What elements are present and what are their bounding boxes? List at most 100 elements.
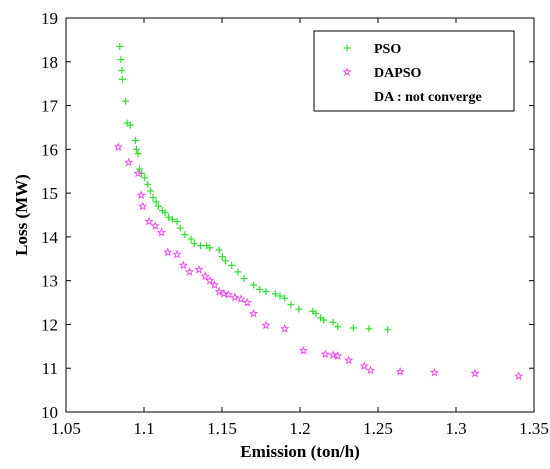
legend-label-pso: PSO [374,42,401,57]
pso-point [281,294,289,302]
pso-point [154,202,162,210]
dapso-point [172,249,182,259]
x-axis-title: Emission (ton/h) [240,442,360,461]
dapso-point [359,361,369,371]
pso-point [116,42,124,50]
legend-pso-symbol [343,44,351,52]
dapso-point [365,365,376,375]
pso-point [152,198,160,206]
dapso-point [429,367,440,377]
dapso-point [205,275,215,285]
pso-point [384,326,392,334]
pso-point [118,75,126,83]
pso-point [312,310,320,317]
dapso-point [133,168,143,178]
x-tick-label: 1.15 [207,419,237,438]
dapso-point [248,308,259,318]
dapso-point [156,227,167,237]
pso-point [147,187,155,195]
dapso-point [163,247,173,257]
dapso-point [236,294,246,304]
y-tick-label: 13 [41,272,58,291]
x-axis-ticks: 1.05 1.1 1.15 1.2 1.25 1.3 1.35 [51,18,549,438]
pso-point [138,169,146,177]
pso-point [173,218,181,226]
y-axis-title: Loss (MW) [12,174,31,256]
pso-point [131,137,139,145]
dapso-point [320,349,330,359]
pso-point [228,261,236,269]
pso-point [218,253,226,261]
dapso-point [514,371,524,381]
pso-point [334,323,342,331]
dapso-point [214,286,224,296]
pso-point [240,274,248,282]
dapso-point [184,267,195,276]
y-tick-label: 19 [41,9,58,28]
dapso-point [136,190,146,200]
dapso-point [261,320,271,330]
legend-marker-pso [343,44,351,52]
pso-point [117,56,125,64]
y-tick-label: 17 [41,97,59,116]
x-tick-label: 1.2 [289,419,310,438]
dapso-point [124,157,134,167]
dapso-point [113,142,123,152]
dapso-point [209,280,220,290]
pso-point [262,288,270,296]
pso-point [349,324,357,332]
dapso-point [219,288,229,298]
pso-point [295,305,303,313]
pso-point [176,224,184,232]
pso-point [118,67,126,75]
dapso-point [242,297,252,307]
pso-point [196,242,204,250]
dapso-point [230,292,240,302]
pso-point [126,121,134,129]
pso-point [365,325,373,333]
y-tick-label: 14 [41,228,59,247]
legend-box [313,30,515,112]
pso-point [141,174,149,182]
x-tick-label: 1.3 [445,419,466,438]
pso-point [256,285,264,293]
series-dapso [113,142,524,381]
dapso-point [200,271,210,281]
pso-point [276,292,284,300]
dapso-point [344,355,354,365]
x-tick-label: 1.25 [363,419,393,438]
dapso-point [223,289,234,299]
y-axis-ticks: 10 11 12 13 14 15 16 17 18 19 [41,9,534,422]
y-tick-label: 16 [41,140,58,159]
x-tick-label: 1.1 [133,419,154,438]
dapso-point [150,221,160,230]
pso-point [320,316,328,324]
dapso-point [178,260,188,270]
pso-point [136,165,144,173]
pso-point [215,246,223,254]
x-tick-label: 1.35 [519,419,549,438]
y-tick-label: 10 [41,403,58,422]
pso-point [144,180,152,188]
dapso-point [470,368,480,378]
pso-point [187,235,195,243]
pso-point [234,268,242,276]
dapso-point [328,350,338,360]
series-layer [113,42,524,381]
pso-point [149,193,157,201]
pso-point [190,239,198,247]
pso-point [206,244,214,252]
y-tick-label: 12 [41,315,58,334]
dapso-point [144,216,154,226]
pso-point [250,281,258,289]
legend-label-dapso: DAPSO [374,66,422,81]
pso-point [133,145,141,153]
legend-marker-dapso [342,67,352,76]
pso-point [287,301,295,309]
dapso-point [194,264,204,274]
x-tick-label: 1.05 [51,419,81,438]
pso-point [165,213,173,221]
pso-point [181,231,189,239]
y-tick-label: 11 [42,359,58,378]
